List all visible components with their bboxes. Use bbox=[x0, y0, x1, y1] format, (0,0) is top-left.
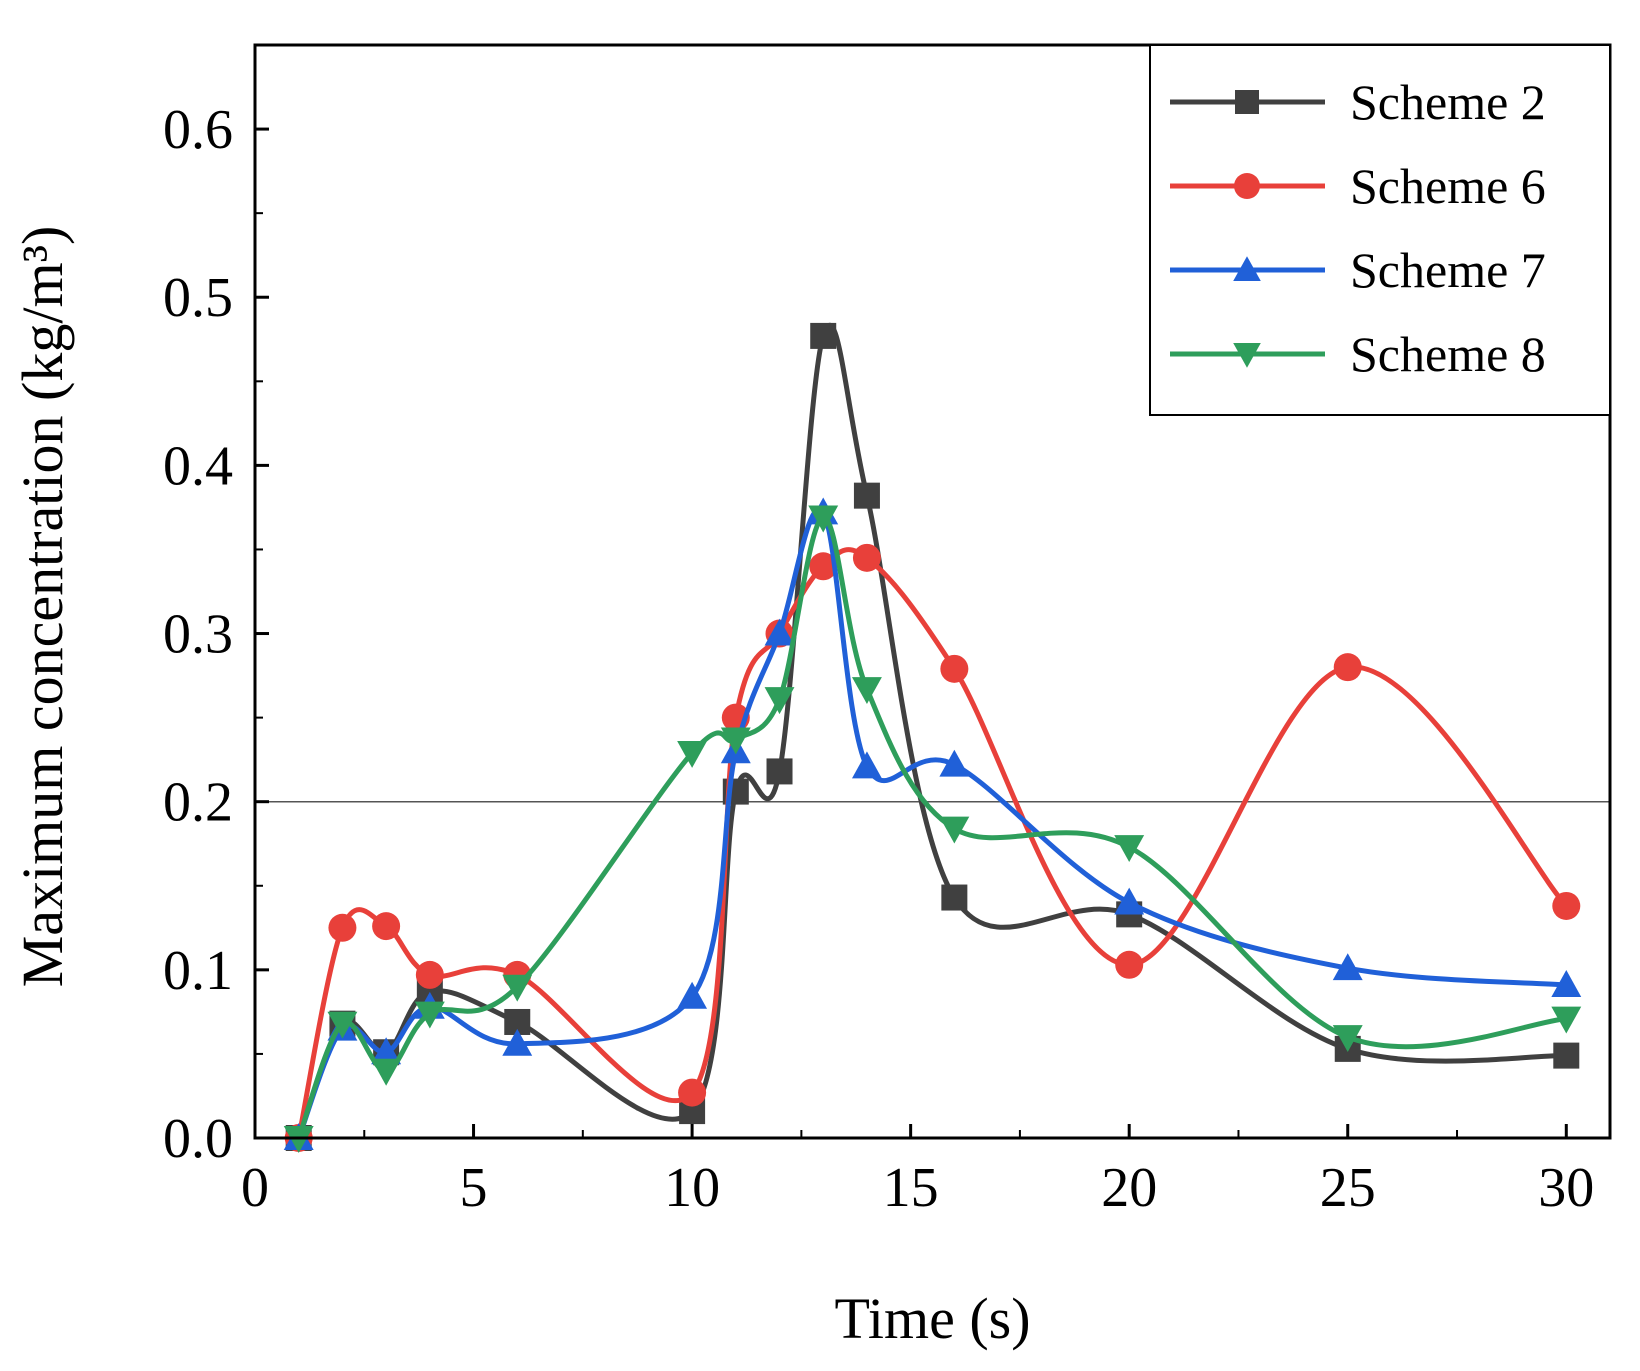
data-point-square bbox=[1553, 1042, 1580, 1069]
data-point-square bbox=[766, 758, 793, 785]
data-point-triangle-down bbox=[1233, 342, 1261, 368]
y-tick-label: 0.1 bbox=[163, 940, 233, 1002]
data-point-triangle-down bbox=[720, 727, 751, 755]
data-point-circle bbox=[1552, 891, 1581, 920]
legend-label: Scheme 8 bbox=[1350, 326, 1546, 382]
data-point-triangle-up bbox=[502, 1028, 533, 1056]
data-point-square bbox=[810, 322, 837, 349]
legend-label: Scheme 7 bbox=[1350, 242, 1546, 298]
data-point-circle bbox=[415, 960, 444, 989]
data-point-triangle-up bbox=[1332, 953, 1363, 981]
legend-item: Scheme 8 bbox=[1170, 326, 1546, 382]
x-tick-label: 30 bbox=[1538, 1157, 1594, 1219]
data-point-circle bbox=[940, 654, 969, 683]
legend-item: Scheme 2 bbox=[1170, 74, 1546, 130]
series-layer bbox=[283, 322, 1582, 1153]
x-tick-label: 20 bbox=[1101, 1157, 1157, 1219]
plot-frame bbox=[253, 43, 1612, 1140]
data-point-circle bbox=[852, 543, 881, 572]
y-tick-label: 0.2 bbox=[163, 772, 233, 834]
data-point-circle bbox=[372, 912, 401, 941]
axis-layer: 0 5 10 15 20 25 30 0.0 0.1 0.2 0.3 0.4 0.5 0.6 bbox=[163, 99, 1594, 1219]
y-tick-label: 0.6 bbox=[163, 99, 233, 161]
data-point-square bbox=[1235, 90, 1259, 114]
data-point-triangle-down bbox=[1332, 1025, 1363, 1053]
data-point-triangle-down bbox=[502, 974, 533, 1002]
legend: Scheme 2 Scheme 6 Scheme 7 Scheme 8 bbox=[1149, 44, 1611, 416]
x-tick-label: 15 bbox=[883, 1157, 939, 1219]
x-axis-title: Time (s) bbox=[834, 1286, 1030, 1351]
data-point-triangle-down bbox=[1551, 1006, 1582, 1034]
data-point-triangle-down bbox=[414, 1001, 445, 1029]
legend-label: Scheme 6 bbox=[1350, 158, 1546, 214]
y-tick-label: 0.5 bbox=[163, 267, 233, 329]
x-tick-label: 5 bbox=[460, 1157, 488, 1219]
data-point-triangle-down bbox=[1114, 835, 1145, 863]
data-point-triangle-down bbox=[677, 740, 708, 768]
series-scheme-7 bbox=[283, 497, 1582, 1150]
series-scheme-8 bbox=[283, 505, 1582, 1153]
data-point-triangle-up bbox=[939, 749, 970, 777]
data-point-circle bbox=[809, 552, 838, 581]
data-point-square bbox=[853, 482, 880, 509]
data-point-circle bbox=[1333, 653, 1362, 682]
data-point-triangle-down bbox=[371, 1058, 402, 1086]
data-point-circle bbox=[328, 913, 357, 942]
y-tick-label: 0.3 bbox=[163, 604, 233, 666]
x-tick-label: 25 bbox=[1320, 1157, 1376, 1219]
series-line bbox=[296, 322, 1567, 1139]
data-point-triangle-up bbox=[1114, 887, 1145, 915]
series-scheme-2 bbox=[285, 322, 1580, 1151]
data-point-triangle-up bbox=[677, 981, 708, 1009]
data-point-triangle-down bbox=[764, 687, 795, 715]
data-point-circle bbox=[1234, 173, 1260, 199]
legend-label: Scheme 2 bbox=[1350, 74, 1546, 130]
x-tick-label: 0 bbox=[241, 1157, 269, 1219]
data-point-triangle-up bbox=[1233, 256, 1261, 282]
data-point-triangle-up bbox=[851, 751, 882, 779]
y-axis-title: Maximum concentration (kg/m³) bbox=[10, 226, 75, 988]
data-point-circle bbox=[1115, 950, 1144, 979]
data-point-triangle-up bbox=[1551, 970, 1582, 997]
legend-item: Scheme 6 bbox=[1170, 158, 1546, 214]
legend-item: Scheme 7 bbox=[1170, 242, 1546, 298]
data-point-triangle-up bbox=[371, 1037, 402, 1065]
data-point-triangle-down bbox=[327, 1011, 358, 1039]
x-tick-label: 10 bbox=[664, 1157, 720, 1219]
data-point-triangle-up bbox=[764, 618, 795, 646]
series-line bbox=[296, 515, 1567, 1139]
data-point-circle bbox=[678, 1078, 707, 1107]
data-point-square bbox=[941, 884, 968, 911]
y-tick-label: 0.4 bbox=[163, 435, 233, 497]
data-point-triangle-down bbox=[939, 816, 970, 844]
data-point-triangle-down bbox=[851, 677, 882, 704]
y-tick-label: 0.0 bbox=[163, 1108, 233, 1170]
data-point-triangle-down bbox=[808, 505, 839, 533]
